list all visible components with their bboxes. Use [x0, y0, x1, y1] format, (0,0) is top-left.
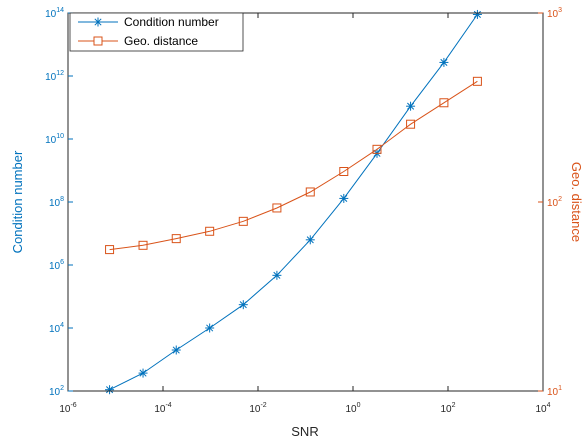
right-y-tick-label: 103	[547, 7, 562, 20]
data-point-geo-distance	[138, 240, 148, 250]
asterisk-stroke	[106, 386, 114, 394]
x-tick-label: 10-2	[249, 402, 266, 415]
x-tick-label: 102	[440, 402, 455, 415]
left-y-tick-label: 106	[49, 259, 64, 272]
legend: Condition number Geo. distance	[69, 12, 244, 52]
ticks-layer: 10-6 10-4 10-2 100 102 104 102 104 106 108 1010 101…	[45, 7, 562, 415]
data-point-condition-number	[238, 300, 248, 310]
x-tick-label: 10-4	[154, 402, 171, 415]
data-point-geo-distance	[105, 245, 115, 255]
data-point-geo-distance	[339, 167, 349, 177]
data-point-geo-distance	[472, 76, 482, 86]
x-tick-label: 10-6	[59, 402, 76, 415]
right-y-tick-label: 101	[547, 385, 562, 398]
data-point-condition-number	[472, 9, 482, 19]
data-point-geo-distance	[305, 187, 315, 197]
asterisk-stroke	[139, 369, 147, 377]
left-y-tick-label: 1014	[45, 7, 64, 20]
left-y-tick-label: 108	[49, 196, 64, 209]
legend-label-geo-distance: Geo. distance	[124, 34, 198, 48]
asterisk-stroke	[239, 301, 247, 309]
asterisk-stroke	[206, 324, 214, 332]
data-point-geo-distance	[238, 216, 248, 226]
data-point-condition-number	[272, 270, 282, 280]
asterisk-stroke	[273, 271, 281, 279]
legend-label-condition-number: Condition number	[124, 15, 219, 29]
left-y-tick-label: 1010	[45, 133, 64, 146]
asterisk-stroke	[440, 58, 448, 66]
x-tick-label: 100	[345, 402, 360, 415]
data-point-geo-distance	[439, 98, 449, 108]
asterisk-stroke	[172, 346, 180, 354]
asterisk-stroke	[473, 10, 481, 18]
series-line-geo-distance	[109, 80, 478, 251]
data-point-geo-distance	[406, 119, 416, 129]
data-point-condition-number	[171, 345, 181, 355]
data-point-geo-distance	[205, 226, 215, 236]
asterisk-stroke	[94, 18, 102, 26]
data-point-geo-distance	[272, 203, 282, 213]
x-tick-label: 104	[535, 402, 550, 415]
data-point-condition-number	[105, 385, 115, 395]
right-y-tick-label: 102	[547, 196, 562, 209]
data-point-condition-number	[439, 57, 449, 67]
left-y-axis-label: Condition number	[10, 150, 25, 253]
asterisk-stroke	[340, 194, 348, 202]
series-layer	[105, 9, 482, 395]
data-point-geo-distance	[372, 144, 382, 154]
data-point-condition-number	[406, 101, 416, 111]
legend-marker-asterisk-icon	[93, 17, 103, 27]
left-y-tick-label: 102	[49, 385, 64, 398]
data-point-condition-number	[138, 368, 148, 378]
legend-asterisk	[93, 17, 103, 27]
series-line-condition-number	[109, 14, 478, 391]
asterisk-stroke	[306, 236, 314, 244]
left-y-tick-label: 1012	[45, 70, 64, 83]
x-axis-label: SNR	[291, 424, 318, 439]
data-point-condition-number	[339, 193, 349, 203]
data-point-geo-distance	[171, 234, 181, 244]
asterisk-stroke	[407, 102, 415, 110]
left-y-tick-label: 104	[49, 322, 64, 335]
data-point-condition-number	[205, 323, 215, 333]
data-point-condition-number	[305, 235, 315, 245]
legend-marker-square-icon	[93, 36, 103, 46]
right-y-axis-label: Geo. distance	[569, 162, 584, 242]
